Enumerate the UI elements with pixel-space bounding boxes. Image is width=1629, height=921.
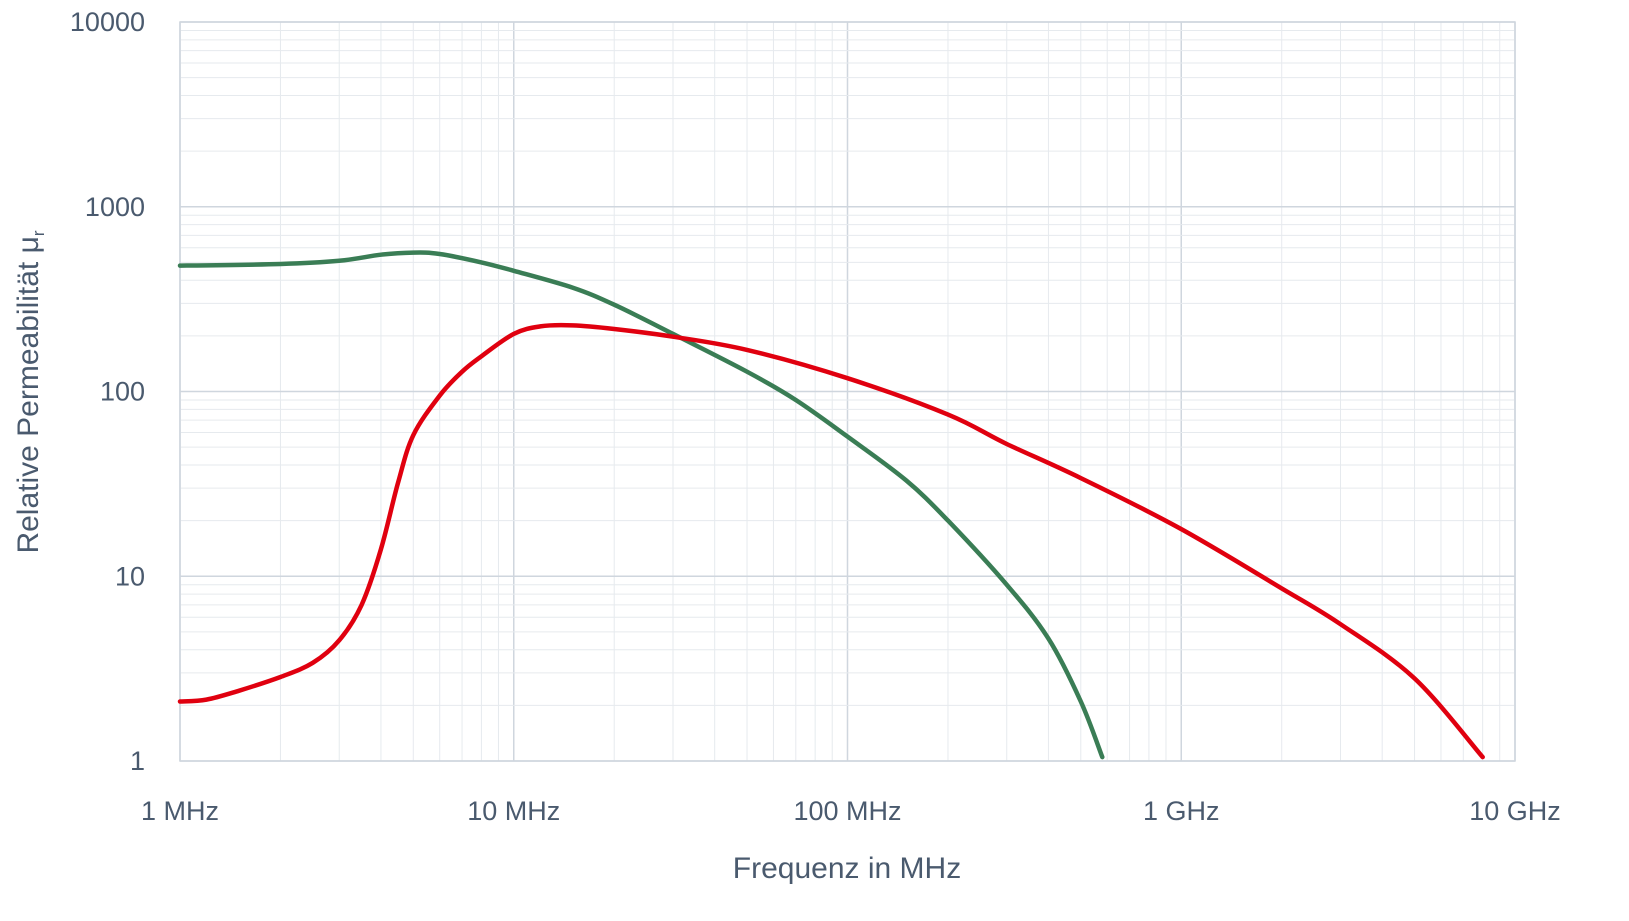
x-tick-label: 10 MHz xyxy=(467,796,560,826)
x-tick-label: 1 MHz xyxy=(141,796,219,826)
x-tick-label: 1 GHz xyxy=(1143,796,1220,826)
y-tick-label: 100 xyxy=(100,377,145,407)
x-tick-label: 10 GHz xyxy=(1469,796,1561,826)
y-tick-label: 1000 xyxy=(85,192,145,222)
series-line-2 xyxy=(177,322,1485,760)
grid xyxy=(179,21,1516,762)
y-tick-label: 10 xyxy=(115,561,145,591)
tick-labels: 1 MHz 10 MHz 100 MHz 1 GHz 10 GHz 1 10 100 1000 1… xyxy=(70,7,1561,826)
y-tick-label: 1 xyxy=(130,746,145,776)
x-axis-title: Frequenz in MHz xyxy=(733,852,961,885)
x-tick-label: 100 MHz xyxy=(793,796,901,826)
series-line-1 xyxy=(177,250,1105,760)
y-axis-title-subscript: r xyxy=(29,230,48,236)
series-layer xyxy=(177,250,1485,760)
y-tick-label: 10000 xyxy=(70,7,145,37)
plot-frame xyxy=(179,21,1516,762)
y-axis-title: Relative Permeabilität μr xyxy=(12,230,48,553)
y-axis-title-main: Relative Permeabilität μ xyxy=(12,236,45,553)
